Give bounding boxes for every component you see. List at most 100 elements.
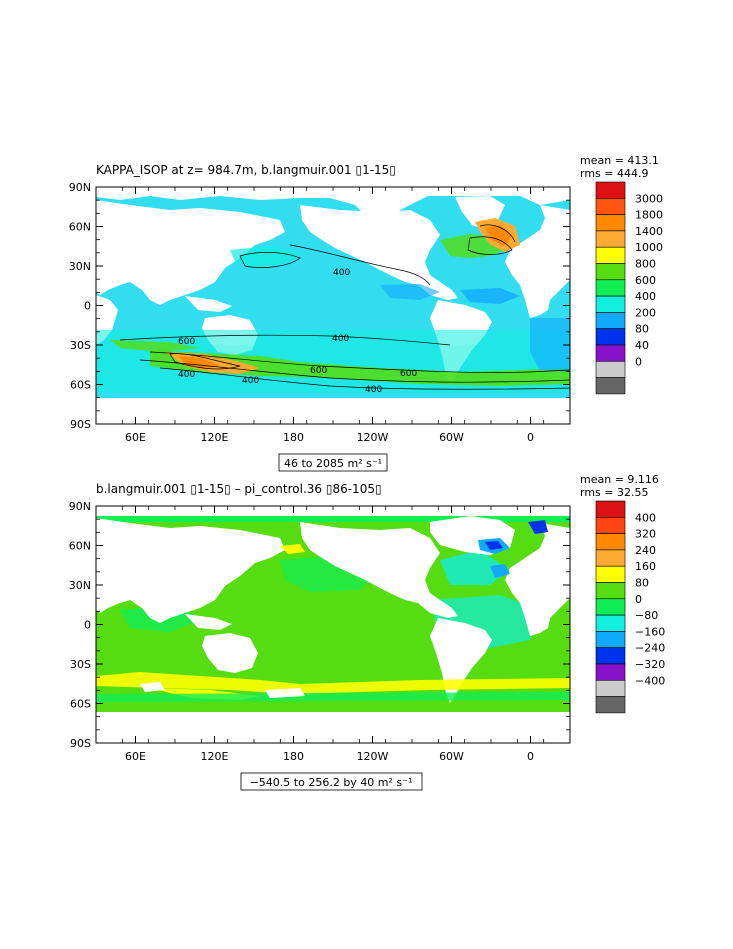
svg-text:600: 600 [400,369,417,379]
colorbar-swatch [595,696,626,714]
panel-2-title: b.langmuir.001 ▯1-15▯ – pi_control.36 ▯8… [96,482,382,496]
colorbar-label: 600 [635,274,656,287]
panel-1-rms: rms = 444.9 [580,167,648,180]
lat-tick-label: 90S [70,418,91,431]
lon-tick-label: 180 [283,750,304,763]
lat-tick-label: 60N [69,540,91,553]
panel-2-colorbar: 400 320 240 160 80 0 −80 −160 −240 −320 −400 [595,500,665,714]
panel-2-axes: 90N 60N 30N 0 30S 60S 90S 60E 120E 180 120W 60W 0 [69,500,571,763]
lon-tick-label: 120E [201,750,229,763]
lon-tick-label: 60W [439,750,464,763]
contour-lines [119,224,570,390]
colorbar-label: −160 [635,625,665,638]
lat-tick-label: 60S [70,698,91,711]
lat-tick-label: 30S [70,658,91,671]
colorbar-swatch [595,663,626,681]
landmass-antarctica [96,712,570,743]
panel-2-range-box [240,772,423,791]
colorbar-label: 1800 [635,209,663,222]
svg-text:600: 600 [178,337,195,347]
svg-text:400: 400 [242,376,259,386]
lat-tick-label: 30S [70,339,91,352]
colorbar-swatch [595,181,626,199]
lon-tick-label: 120W [357,431,389,444]
colorbar-swatch [595,263,626,281]
lat-tick-label: 60N [69,221,91,234]
colorbar-swatch [595,565,626,583]
colorbar-swatch [595,582,626,600]
colorbar-swatch [595,198,626,215]
colorbar-swatch [595,679,626,697]
lon-tick-label: 120E [201,431,229,444]
landmass-asia [96,518,285,623]
colorbar-swatch [595,614,626,632]
svg-text:400: 400 [332,334,349,344]
lon-tick-label: 60E [125,431,146,444]
lat-tick-label: 0 [84,619,91,632]
lon-tick-label: 60E [125,750,146,763]
colorbar-label: 40 [635,339,649,352]
lon-tick-label: 120W [357,750,389,763]
landmass-europe [505,523,570,636]
svg-text:400: 400 [178,370,195,380]
contour-labels: 400 400 600 400 400 600 600 400 [178,268,417,395]
colorbar-label: −320 [635,658,665,671]
panel-2-mean: mean = 9.116 [580,473,659,486]
panel-1: KAPPA_ISOP at z= 984.7m, b.langmuir.001 … [69,154,663,472]
svg-text:400: 400 [365,385,382,395]
colorbar-swatch [595,500,626,518]
colorbar-label: 800 [635,258,656,271]
panel-1-map: 400 400 600 400 400 600 600 400 [96,187,570,424]
panel-1-mean: mean = 413.1 [580,154,659,167]
colorbar-swatch [595,246,626,264]
colorbar-swatch [595,377,626,395]
landmass-europe [505,205,570,318]
colorbar-label: 200 [635,306,656,319]
colorbar-swatch [595,230,626,248]
colorbar-swatch [595,549,626,567]
lat-tick-label: 60S [70,379,91,392]
landmass-north-america [300,522,458,618]
colorbar-label: −80 [635,609,658,622]
lat-tick-label: 30N [69,579,91,592]
panel-1-title: KAPPA_ISOP at z= 984.7m, b.langmuir.001 … [96,163,396,177]
colorbar-swatch [595,598,626,616]
landmass-australia [202,633,258,673]
panel-1-range-box [278,453,388,472]
colorbar-swatch [595,631,626,649]
colorbar-swatch [595,279,626,297]
colorbar-label: 400 [635,511,656,524]
colorbar-label: 80 [635,323,649,336]
lon-tick-label: 0 [527,431,534,444]
svg-text:400: 400 [333,268,350,278]
colorbar-swatch [595,328,626,346]
panel-2: b.langmuir.001 ▯1-15▯ – pi_control.36 ▯8… [69,473,665,791]
panel-1-axes: 90N 60N 30N 0 30S 60S 90S 60E 120E 180 120W 60W 0 [69,181,571,444]
colorbar-swatch [595,295,626,313]
lat-tick-label: 30N [69,260,91,273]
colorbar-label: 240 [635,544,656,557]
colorbar-swatch [595,344,626,362]
colorbar-swatch [595,516,626,534]
colorbar-swatch [595,533,626,551]
colorbar-label: 80 [635,577,649,590]
colorbar-label: 160 [635,560,656,573]
panel-2-map [96,506,570,743]
landmass-asia [96,200,285,305]
lat-tick-label: 90N [69,500,91,513]
panel-2-range: −540.5 to 256.2 by 40 m² s⁻¹ [250,776,413,789]
lon-tick-label: 60W [439,431,464,444]
svg-text:600: 600 [310,366,327,376]
colorbar-label: 1400 [635,225,663,238]
colorbar-label: 320 [635,528,656,541]
colorbar-swatch [595,647,626,665]
panel-1-range: 46 to 2085 m² s⁻¹ [284,457,382,470]
colorbar-label: 0 [635,593,642,606]
lat-tick-label: 90N [69,181,91,194]
colorbar-swatch [595,360,626,378]
colorbar-label: −400 [635,674,665,687]
lat-tick-label: 0 [84,300,91,313]
